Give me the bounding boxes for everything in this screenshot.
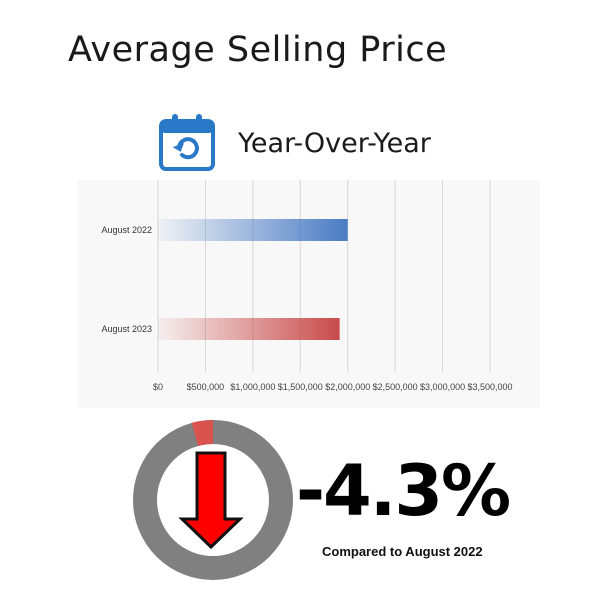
down-arrow-icon (178, 451, 244, 550)
x-tick-label: $3,500,000 (467, 382, 512, 392)
bar (158, 219, 348, 241)
change-donut (128, 415, 298, 590)
percent-change-value: -4.3% (296, 450, 511, 532)
bar-chart: $0 $500,000 $1,000,000 $1,500,000 $2,000,000… (101, 180, 513, 392)
donut-change-segment (191, 420, 214, 447)
x-tick-label: $1,000,000 (230, 382, 275, 392)
calendar-refresh-icon (158, 112, 216, 177)
bar-chart-panel: $0 $500,000 $1,000,000 $1,500,000 $2,000,000… (78, 180, 540, 408)
page-title: Average Selling Price (68, 30, 448, 70)
bar (158, 318, 340, 340)
x-tick-label: $500,000 (187, 382, 225, 392)
x-tick-label: $2,000,000 (325, 382, 370, 392)
x-tick-label: $3,000,000 (420, 382, 465, 392)
chart-subtitle: Year-Over-Year (238, 128, 431, 159)
category-label: August 2022 (101, 225, 152, 235)
x-tick-label: $0 (153, 382, 163, 392)
x-tick-label: $1,500,000 (278, 382, 323, 392)
category-label: August 2023 (101, 324, 152, 334)
comparison-caption: Compared to August 2022 (322, 544, 483, 559)
x-tick-label: $2,500,000 (373, 382, 418, 392)
